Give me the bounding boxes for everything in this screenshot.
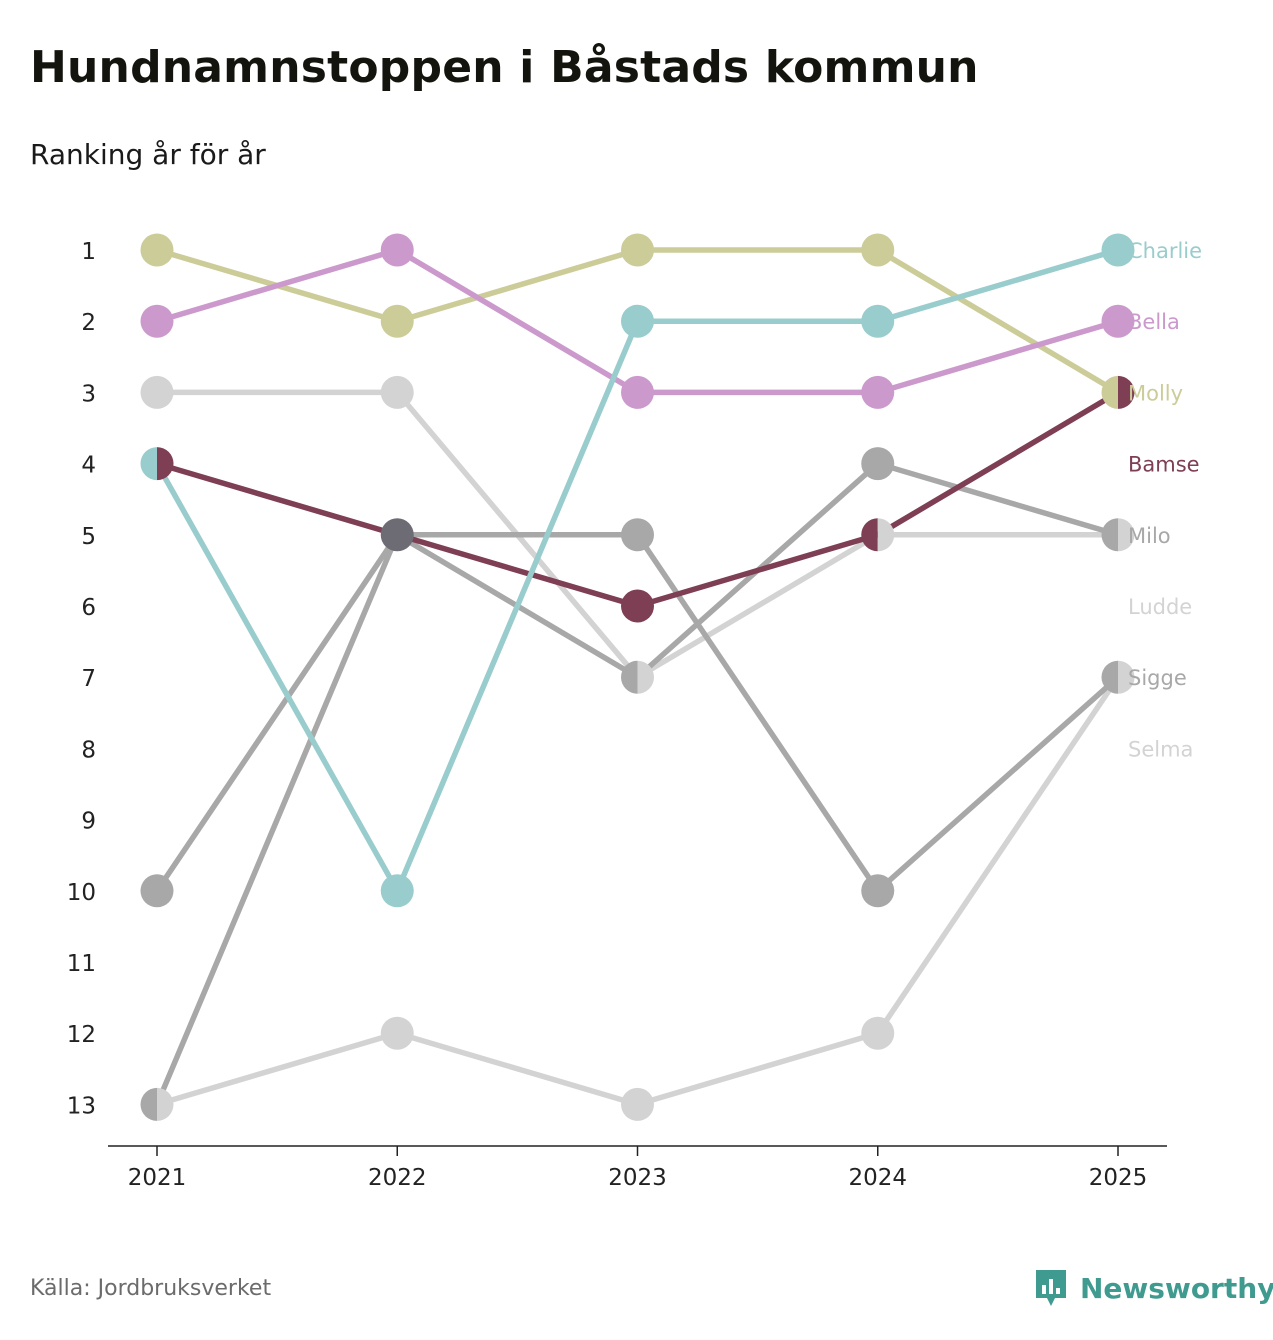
point-bella-2024 bbox=[861, 375, 895, 409]
point-selma-2025 bbox=[1118, 660, 1135, 694]
x-tick-label: 2021 bbox=[128, 1165, 187, 1191]
point-molly-2024 bbox=[861, 233, 895, 267]
y-tick-label: 7 bbox=[81, 666, 96, 692]
point-selma-2022 bbox=[380, 1016, 414, 1050]
point-charlie-2021 bbox=[140, 447, 157, 481]
y-tick-label: 9 bbox=[81, 809, 96, 835]
series-line-charlie bbox=[154, 247, 1121, 894]
point-selma-2023 bbox=[621, 1087, 654, 1121]
point-selma-2024 bbox=[861, 1016, 895, 1050]
point-bamse-2025 bbox=[1118, 375, 1135, 409]
brand-name: Newsworthy bbox=[1080, 1271, 1273, 1305]
end-label-charlie: Charlie bbox=[1128, 239, 1202, 263]
point-overlap-2022 bbox=[380, 518, 414, 552]
y-tick-label: 5 bbox=[81, 524, 96, 550]
point-ludde-2022 bbox=[380, 375, 414, 409]
x-axis: 2021 2022 2023 2024 2025 bbox=[108, 1145, 1167, 1191]
series-line-selma bbox=[154, 674, 1121, 1108]
point-bella-2023 bbox=[621, 375, 654, 409]
point-sigge-2023 bbox=[621, 660, 638, 694]
source-note: Källa: Jordbruksverket bbox=[30, 1276, 272, 1301]
end-label-bella: Bella bbox=[1128, 310, 1180, 334]
point-sigge-2021 bbox=[140, 1087, 157, 1121]
y-tick-label: 2 bbox=[81, 310, 96, 336]
point-molly-2023 bbox=[621, 233, 654, 267]
point-milo-2023 bbox=[621, 518, 654, 552]
y-tick-label: 8 bbox=[81, 737, 96, 763]
y-tick-label: 13 bbox=[67, 1093, 96, 1119]
x-tick-label: 2025 bbox=[1089, 1165, 1148, 1191]
point-ludde-2023 bbox=[637, 660, 654, 694]
series-line-bamse bbox=[154, 389, 1121, 609]
y-tick-label: 11 bbox=[67, 951, 96, 977]
point-charlie-2025 bbox=[1101, 233, 1135, 267]
x-tick-label: 2024 bbox=[848, 1165, 907, 1191]
end-label-selma: Selma bbox=[1128, 737, 1193, 761]
y-tick-label: 4 bbox=[81, 453, 96, 479]
x-tick-label: 2022 bbox=[368, 1165, 427, 1191]
series-end-labels: Charlie Bella Molly Bamse Milo Ludde Sigge Selm… bbox=[1128, 239, 1202, 761]
newsworthy-brand[interactable]: Newsworthy bbox=[1034, 1268, 1273, 1308]
chart-subtitle: Ranking år för år bbox=[30, 138, 266, 171]
point-bella-2022 bbox=[380, 233, 414, 267]
point-selma-2021 bbox=[157, 1087, 174, 1121]
y-tick-label: 6 bbox=[81, 595, 96, 621]
point-ludde-2024 bbox=[877, 518, 895, 552]
point-bella-2025 bbox=[1101, 304, 1135, 338]
point-bamse-2024 bbox=[861, 518, 878, 552]
x-tick-label: 2023 bbox=[608, 1165, 667, 1191]
newsworthy-logo-icon bbox=[1036, 1270, 1066, 1306]
point-milo-2025 bbox=[1101, 660, 1118, 694]
end-label-ludde: Ludde bbox=[1128, 595, 1192, 619]
point-milo-2021 bbox=[140, 874, 174, 908]
y-tick-label: 10 bbox=[67, 880, 96, 906]
point-charlie-2024 bbox=[861, 304, 895, 338]
point-bella-2021 bbox=[140, 304, 174, 338]
point-milo-2024 bbox=[861, 874, 895, 908]
chart-title: Hundnamnstoppen i Båstads kommun bbox=[30, 42, 979, 93]
point-bamse-2023 bbox=[621, 589, 654, 623]
y-tick-label: 3 bbox=[81, 381, 96, 407]
point-charlie-2022 bbox=[380, 874, 414, 908]
series-points bbox=[140, 233, 1135, 1121]
series-line-sigge bbox=[154, 460, 1121, 1108]
point-molly-2021 bbox=[140, 233, 174, 267]
series-line-milo bbox=[154, 532, 1121, 894]
point-sigge-2024 bbox=[861, 447, 895, 481]
point-ludde-2021 bbox=[140, 375, 174, 409]
end-label-molly: Molly bbox=[1128, 381, 1183, 405]
y-tick-label: 12 bbox=[67, 1022, 96, 1048]
point-molly-2025 bbox=[1101, 375, 1118, 409]
end-label-milo: Milo bbox=[1128, 524, 1171, 548]
point-sigge-2025 bbox=[1101, 518, 1118, 552]
point-bamse-2021 bbox=[157, 447, 174, 481]
end-label-sigge: Sigge bbox=[1128, 666, 1187, 690]
end-label-bamse: Bamse bbox=[1128, 453, 1200, 477]
point-charlie-2023 bbox=[621, 304, 654, 338]
point-molly-2022 bbox=[380, 304, 414, 338]
y-tick-label: 1 bbox=[81, 239, 96, 265]
point-ludde-2025 bbox=[1118, 518, 1135, 552]
